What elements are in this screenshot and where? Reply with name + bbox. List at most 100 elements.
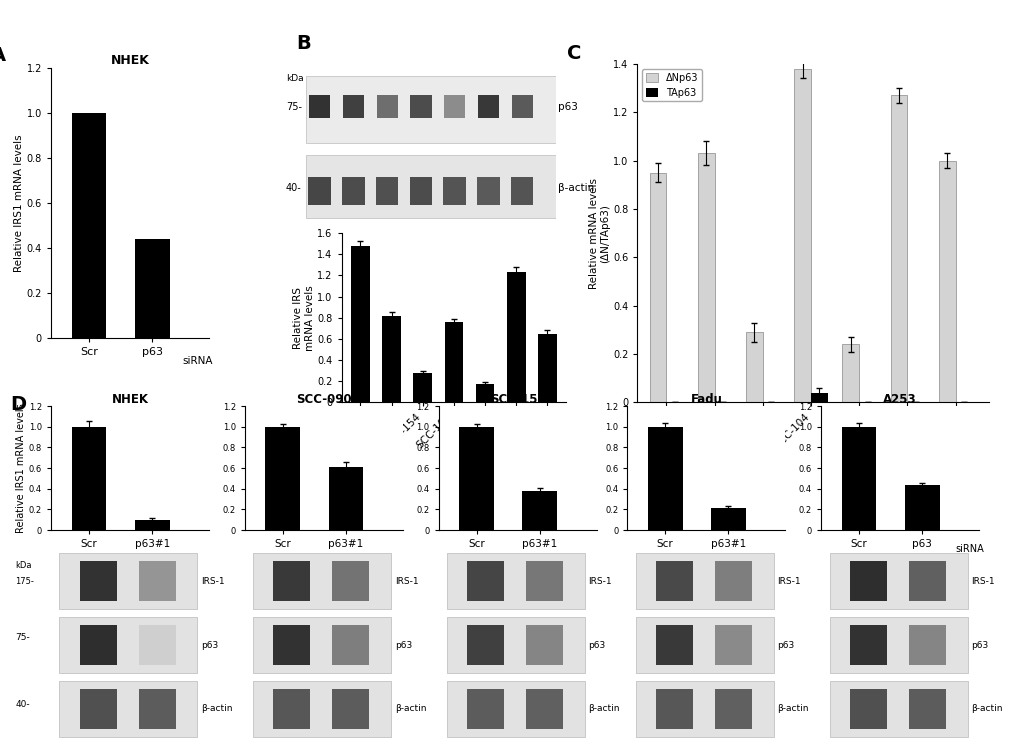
Text: IRS-1: IRS-1 (776, 577, 800, 586)
Title: Fadu: Fadu (690, 393, 721, 406)
Bar (382, 316, 400, 402)
Text: β-actin: β-actin (776, 705, 808, 714)
Bar (443, 95, 465, 118)
Bar (79, 689, 116, 729)
Text: kDa: kDa (285, 74, 304, 83)
Text: β-actin: β-actin (201, 705, 232, 714)
Bar (332, 561, 369, 602)
Bar (655, 625, 692, 666)
Bar (710, 508, 745, 530)
Text: IRS-1: IRS-1 (970, 577, 994, 586)
Bar (904, 485, 938, 530)
Text: D: D (10, 395, 26, 414)
Text: β-actin: β-actin (557, 183, 594, 193)
Bar (841, 427, 875, 530)
Bar (139, 689, 175, 729)
Bar (714, 625, 751, 666)
Title: SCC-090: SCC-090 (296, 393, 352, 406)
Title: NHEK: NHEK (110, 53, 150, 66)
Bar (306, 155, 555, 218)
Bar (512, 95, 532, 118)
Text: β-actin: β-actin (588, 705, 620, 714)
Bar (328, 467, 363, 530)
Text: p63: p63 (201, 641, 218, 650)
Bar (265, 427, 300, 530)
Text: p63: p63 (970, 641, 987, 650)
Bar (410, 177, 432, 205)
Text: IRS-1: IRS-1 (588, 577, 611, 586)
Bar (526, 689, 562, 729)
Bar (828, 553, 967, 609)
Bar (342, 95, 364, 118)
Text: B: B (296, 34, 310, 53)
Bar (79, 561, 116, 602)
Bar (308, 177, 330, 205)
Bar (139, 625, 175, 666)
Bar (410, 95, 431, 118)
Text: siRNA: siRNA (182, 356, 213, 366)
Bar (475, 384, 494, 402)
Bar (714, 561, 751, 602)
Bar (477, 95, 498, 118)
Bar (908, 689, 945, 729)
Bar (467, 625, 503, 666)
Bar (467, 561, 503, 602)
Bar (446, 553, 585, 609)
Bar (849, 625, 886, 666)
Bar (526, 561, 562, 602)
Text: 75-: 75- (285, 102, 302, 112)
Bar (655, 689, 692, 729)
Bar (273, 561, 310, 602)
Text: β-actin: β-actin (970, 705, 1002, 714)
Bar (413, 373, 432, 402)
Bar (849, 561, 886, 602)
Bar (443, 177, 466, 205)
Bar (526, 625, 562, 666)
Bar (253, 617, 391, 673)
Bar (828, 681, 967, 737)
Bar (635, 681, 773, 737)
Bar (376, 177, 398, 205)
Bar (538, 334, 556, 402)
Bar (342, 177, 365, 205)
Y-axis label: Relative IRS
mRNA levels: Relative IRS mRNA levels (292, 285, 314, 350)
Text: p63: p63 (394, 641, 412, 650)
Bar (890, 96, 907, 402)
Y-axis label: Relative mRNA levels
(ΔN/TAp63): Relative mRNA levels (ΔN/TAp63) (588, 177, 609, 289)
Bar (908, 625, 945, 666)
Title: A253: A253 (882, 393, 916, 406)
Bar (79, 625, 116, 666)
Bar (810, 393, 827, 402)
Bar (937, 161, 955, 402)
Bar (714, 689, 751, 729)
Bar (332, 689, 369, 729)
Bar (71, 427, 106, 530)
Bar (511, 177, 533, 205)
Bar (139, 561, 175, 602)
Bar (647, 427, 682, 530)
Legend: ΔNp63, TAp63: ΔNp63, TAp63 (642, 68, 701, 102)
Bar (351, 246, 370, 402)
Text: 40-: 40- (285, 183, 302, 193)
Text: 175-: 175- (15, 577, 35, 586)
Title: SCC-154: SCC-154 (489, 393, 545, 406)
Text: IRS-1: IRS-1 (394, 577, 418, 586)
Text: p63: p63 (588, 641, 605, 650)
Bar (273, 625, 310, 666)
Bar (59, 553, 198, 609)
Text: A: A (0, 46, 6, 65)
Bar (59, 681, 198, 737)
Text: 40-: 40- (15, 700, 30, 709)
Bar (467, 689, 503, 729)
Bar (828, 617, 967, 673)
Bar (635, 617, 773, 673)
Bar (135, 520, 169, 530)
Bar (908, 561, 945, 602)
Bar (309, 95, 330, 118)
Bar (522, 491, 556, 530)
Bar (635, 553, 773, 609)
Bar (332, 625, 369, 666)
Y-axis label: Relative IRS1 mRNA levels: Relative IRS1 mRNA levels (14, 134, 23, 272)
Bar (135, 239, 169, 338)
Bar (71, 113, 106, 338)
